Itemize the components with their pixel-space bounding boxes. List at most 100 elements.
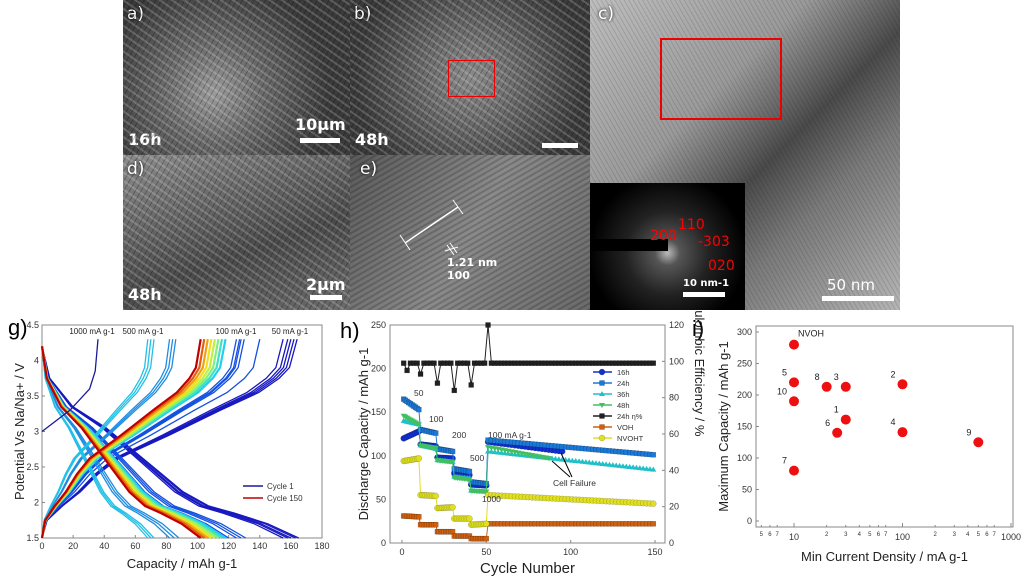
rate-annotation: 50 mA g-1 xyxy=(272,327,309,336)
data-point xyxy=(431,360,437,366)
scale-bar-label: 10μm xyxy=(295,115,346,134)
data-point xyxy=(599,380,605,386)
y-tick-label: 200 xyxy=(371,364,386,374)
x-tick-label: 0 xyxy=(39,541,44,551)
y2-tick-label: 80 xyxy=(669,393,679,403)
x-tick-label: 20 xyxy=(68,541,78,551)
legend-label: Cycle 150 xyxy=(267,494,303,503)
y-tick-label: 4.5 xyxy=(26,320,39,330)
panel-label: e) xyxy=(360,159,378,179)
x-tick-label: 6 xyxy=(985,532,989,538)
y-tick-label: 3 xyxy=(34,427,39,437)
x-tick-label: 140 xyxy=(252,541,267,551)
x-axis-label: Capacity / mAh g-1 xyxy=(127,556,238,571)
series-line xyxy=(403,515,654,540)
point-label: 7 xyxy=(782,456,787,466)
cycling-chart: h) 0 50 100 150 0 50 100 150 200 250 0 20 40 60 80 100 12… xyxy=(340,318,684,576)
data-point xyxy=(897,427,908,438)
data-point xyxy=(650,521,657,527)
data-point xyxy=(650,360,657,366)
x-tick-label: 100 xyxy=(563,547,578,557)
y-tick-label: 2 xyxy=(34,498,39,508)
x-tick-label: 50 xyxy=(481,547,491,557)
rate-annotation: 1000 xyxy=(482,494,501,504)
x-tick-label: 100 xyxy=(895,532,910,542)
data-point xyxy=(449,448,456,455)
x-tick-label: 3 xyxy=(844,532,848,538)
data-point xyxy=(485,322,491,328)
x-tick-label: 60 xyxy=(130,541,140,551)
data-point xyxy=(433,521,439,528)
data-point xyxy=(650,500,657,507)
x-tick-label: 2 xyxy=(825,532,829,538)
rate-annotation: 1000 mA g-1 xyxy=(69,327,115,336)
saed-index: 200 xyxy=(650,228,677,244)
data-point xyxy=(433,430,439,436)
data-point xyxy=(599,403,605,408)
panel-label: i) xyxy=(692,316,704,341)
scale-bar-label: 50 nm xyxy=(827,276,875,294)
y2-tick-label: 100 xyxy=(669,356,684,366)
scale-bar xyxy=(683,292,725,297)
panel-label: h) xyxy=(340,318,360,343)
scale-bar-label: 2μm xyxy=(306,275,346,294)
scale-bar xyxy=(310,295,342,300)
saed-index: 020 xyxy=(708,258,735,274)
x-tick-label: 0 xyxy=(399,547,404,557)
data-point xyxy=(973,437,984,448)
y-tick-label: 150 xyxy=(371,407,386,417)
y-tick-label: 50 xyxy=(376,494,386,504)
cycle1-charge-curve xyxy=(41,339,99,433)
data-point xyxy=(789,377,799,388)
scale-bar xyxy=(300,138,340,143)
legend-label: Cycle 1 xyxy=(267,482,294,491)
y2-tick-label: 40 xyxy=(669,465,679,475)
data-point xyxy=(451,387,457,394)
discharge-curve xyxy=(40,346,202,539)
zoom-region-box xyxy=(660,38,782,120)
data-point xyxy=(789,396,799,407)
data-point xyxy=(465,360,471,366)
charge-curve xyxy=(41,339,261,539)
data-point xyxy=(466,477,473,483)
y2-tick-label: 120 xyxy=(669,320,684,330)
panel-label: a) xyxy=(127,4,145,24)
panel-label: d) xyxy=(127,159,145,179)
charge-curve xyxy=(41,339,298,539)
scale-bar-label: 10 nm-1 xyxy=(683,278,730,289)
beam-stop xyxy=(590,239,668,251)
x-tick-label: 80 xyxy=(161,541,171,551)
y-tick-label: 0 xyxy=(747,516,752,526)
rate-annotation: 200 xyxy=(452,430,466,440)
panel-label: g) xyxy=(8,315,28,340)
sample-time: 16h xyxy=(128,130,162,149)
legend-label: VOH xyxy=(617,423,633,432)
data-point xyxy=(468,382,474,388)
point-label: 10 xyxy=(777,386,787,396)
point-label: 3 xyxy=(834,372,839,382)
data-point xyxy=(417,371,424,377)
x-tick-label: 2 xyxy=(933,532,937,538)
d-spacing: 1.21 nm xyxy=(447,256,498,269)
data-point xyxy=(483,520,490,528)
data-point xyxy=(650,466,657,472)
y-tick-label: 4 xyxy=(34,356,39,366)
x-tick-label: 4 xyxy=(858,532,862,538)
x-tick-label: 6 xyxy=(768,532,772,538)
data-point xyxy=(483,489,490,495)
lattice-plane: 100 xyxy=(447,269,470,282)
discharge-curve xyxy=(41,346,155,539)
point-label: 2 xyxy=(890,369,895,379)
data-point xyxy=(448,360,454,366)
x-tick-label: 100 xyxy=(190,541,205,551)
y-tick-label: 250 xyxy=(371,320,386,330)
saed-pattern-inset: 200 110 -303 020 10 nm-1 xyxy=(590,183,745,310)
sample-time: 48h xyxy=(128,285,162,304)
legend-label: 24h η% xyxy=(617,412,643,421)
legend-label: 24h xyxy=(617,379,630,388)
zoom-region-box xyxy=(448,60,495,97)
x-tick-label: 7 xyxy=(884,532,888,538)
y-axis-label: Discharge Capacity / mAh g-1 xyxy=(356,348,371,521)
x-axis-label: Cycle Number xyxy=(480,560,575,576)
x-tick-label: 3 xyxy=(953,532,957,538)
